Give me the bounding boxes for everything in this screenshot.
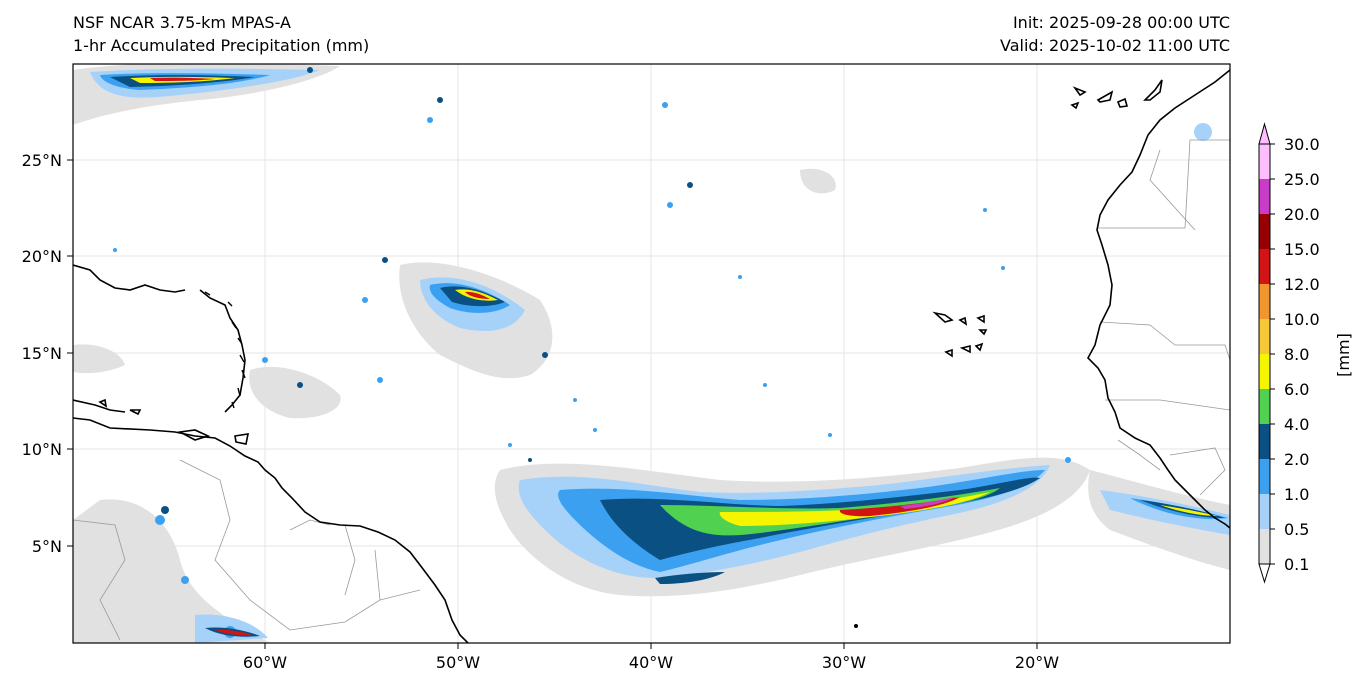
lat-tick-label: 10°N <box>22 440 62 459</box>
colorbar-tick-label: 1.0 <box>1284 485 1309 504</box>
lon-tick-label: 50°W <box>436 653 480 672</box>
caribbean-islands <box>204 291 246 409</box>
lat-tick-label: 25°N <box>22 151 62 170</box>
colorbar-tick-label: 4.0 <box>1284 415 1309 434</box>
coastlines <box>73 69 1230 643</box>
colorbar-under-extension <box>1258 563 1271 584</box>
precip-scattered-cells <box>113 67 1071 628</box>
colorbar-bin <box>1259 459 1270 494</box>
init-time: Init: 2025-09-28 00:00 UTC <box>1012 13 1230 32</box>
colorbar-tick-label: 6.0 <box>1284 380 1309 399</box>
lon-tick-label: 20°W <box>1015 653 1059 672</box>
colorbar-bin <box>1259 249 1270 284</box>
lat-tick-label: 20°N <box>22 247 62 266</box>
colorbar-tick-label: 0.5 <box>1284 520 1309 539</box>
colorbar-tick-label: 0.1 <box>1284 555 1309 574</box>
colorbar-tick-label: 15.0 <box>1284 240 1320 259</box>
country-borders <box>73 139 1230 641</box>
colorbar-tick-label: 8.0 <box>1284 345 1309 364</box>
colorbar-bin <box>1259 284 1270 319</box>
lon-tick-label: 40°W <box>629 653 673 672</box>
title-model: NSF NCAR 3.75-km MPAS-A <box>73 13 291 32</box>
valid-time: Valid: 2025-10-02 11:00 UTC <box>999 36 1230 55</box>
colorbar-unit-label: [mm] <box>1334 333 1353 377</box>
colorbar-tick-label: 2.0 <box>1284 450 1309 469</box>
precip-intense-cores <box>110 75 1225 637</box>
colorbar-tick-label: 10.0 <box>1284 310 1320 329</box>
lon-tick-label: 60°W <box>243 653 287 672</box>
colorbar-tick-label: 30.0 <box>1284 135 1320 154</box>
colorbar-bin <box>1259 494 1270 529</box>
colorbar-tick-label: 20.0 <box>1284 205 1320 224</box>
lon-tick-marks <box>264 643 1038 649</box>
title-field: 1-hr Accumulated Precipitation (mm) <box>73 36 370 55</box>
lon-tick-label: 30°W <box>822 653 866 672</box>
colorbar-tick-label: 12.0 <box>1284 275 1320 294</box>
colorbar-bin <box>1259 529 1270 564</box>
colorbar-bin <box>1259 424 1270 459</box>
colorbar-bin <box>1259 354 1270 389</box>
colorbar-bin <box>1259 319 1270 354</box>
lat-tick-label: 15°N <box>22 344 62 363</box>
colorbar-bin <box>1259 214 1270 249</box>
colorbar-over-extension <box>1258 122 1271 145</box>
lat-tick-marks <box>67 159 73 547</box>
colorbar: 0.1 0.5 1.0 2.0 4.0 6.0 8.0 10.0 12.0 15.0 20.0 25.… <box>1258 122 1320 584</box>
colorbar-bin <box>1259 144 1270 179</box>
colorbar-bin <box>1259 179 1270 214</box>
colorbar-tick-label: 25.0 <box>1284 170 1320 189</box>
colorbar-bin <box>1259 389 1270 424</box>
lat-tick-label: 5°N <box>32 537 62 556</box>
